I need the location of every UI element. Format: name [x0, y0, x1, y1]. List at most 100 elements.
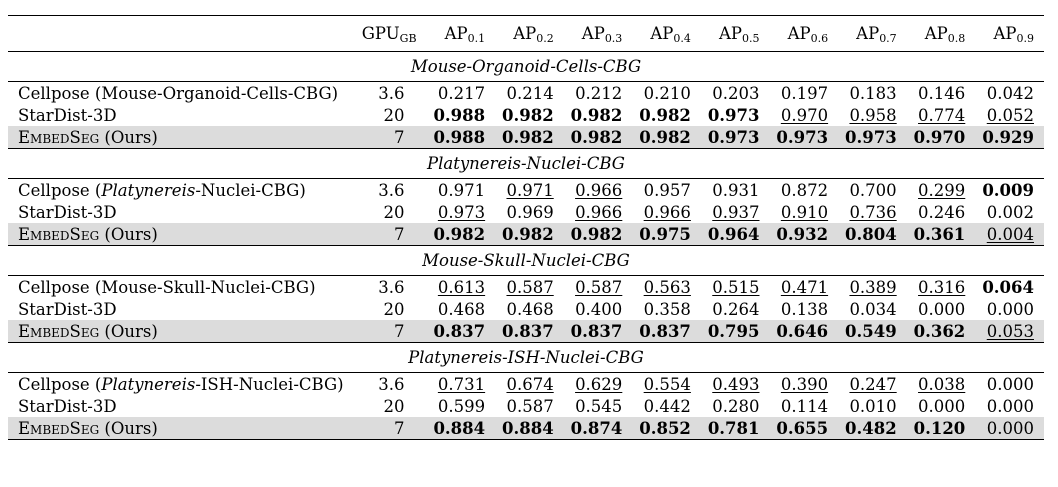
ap-value-cell: 0.563	[632, 275, 701, 298]
ap-value: 0.400	[575, 299, 623, 319]
table-row: Cellpose (Mouse-Organoid-Cells-CBG) 3.6 0.…	[8, 81, 1044, 104]
ap-value-cell: 0.837	[563, 320, 633, 343]
header-ap-threshold: 0.6	[810, 32, 829, 45]
ap-value: 0.910	[780, 202, 829, 222]
ap-value: 0.280	[712, 396, 760, 416]
method-name-part: -ISH-Nuclei-CBG)	[195, 374, 344, 394]
ap-value: 0.837	[639, 321, 691, 341]
table-row: Cellpose (Mouse-Skull-Nuclei-CBG) 3.6 0.61…	[8, 275, 1044, 298]
ap-value: 0.482	[845, 418, 897, 438]
ap-value: 0.000	[986, 418, 1034, 438]
ap-value-cell: 0.203	[700, 81, 770, 104]
header-ap-label: AP	[718, 24, 742, 43]
table-row-ours: EmbedSeg (Ours) 7 0.837 0.837 0.837 0.837 0.79…	[8, 320, 1044, 343]
ap-value: 0.837	[502, 321, 554, 341]
method-name: StarDist-3D	[8, 201, 344, 223]
ap-value: 0.120	[913, 418, 966, 438]
table-row: StarDist-3D 20 0.468 0.468 0.400 0.358 0.264 0.…	[8, 298, 1044, 320]
ap-value-cell: 0.587	[563, 275, 633, 298]
ap-value: 0.932	[776, 224, 829, 244]
header-ap-label: AP	[856, 24, 880, 43]
method-name-part: (Ours)	[99, 418, 158, 438]
method-name: StarDist-3D	[8, 104, 344, 126]
ap-value: 0.837	[570, 321, 623, 341]
ap-value-cell: 0.210	[632, 81, 701, 104]
ap-value: 0.299	[918, 180, 966, 200]
ap-value-cell: 0.064	[975, 275, 1044, 298]
dataset-section-header: Platynereis-ISH-Nuclei-CBG	[8, 342, 1044, 373]
ap-value-cell: 0.138	[770, 298, 839, 320]
ap-value-cell: 0.052	[975, 104, 1044, 126]
header-gpu-label: GPU	[361, 24, 400, 43]
ap-value: 0.053	[986, 321, 1034, 341]
ap-value-cell: 0.957	[632, 178, 701, 201]
ap-value-cell: 0.197	[769, 81, 839, 104]
ap-value-cell: 0.646	[769, 320, 839, 343]
ap-value: 0.002	[986, 202, 1034, 222]
header-ap-threshold: 0.3	[604, 32, 623, 45]
header-ap-0.3: AP0.3	[563, 15, 633, 52]
header-ap-label: AP	[993, 24, 1017, 43]
ap-value-cell: 0.804	[838, 223, 907, 246]
dataset-section-header: Mouse-Organoid-Cells-CBG	[8, 51, 1044, 82]
ap-value-cell: 0.781	[700, 417, 770, 440]
ap-value-cell: 0.000	[907, 395, 976, 417]
header-ap-label: AP	[924, 24, 948, 43]
ap-value: 0.146	[918, 83, 966, 103]
ap-value: 0.852	[639, 418, 691, 438]
ap-value-cell: 0.910	[770, 201, 839, 223]
ap-value: 0.471	[780, 277, 829, 297]
header-gpu: GPUGB	[343, 15, 427, 52]
method-name: Cellpose (Mouse-Skull-Nuclei-CBG)	[8, 275, 344, 298]
ap-value: 0.038	[918, 374, 966, 394]
ap-value: 0.982	[639, 105, 691, 125]
header-ap-threshold: 0.2	[536, 32, 554, 45]
ap-value: 0.212	[575, 83, 623, 103]
ap-value-cell: 0.988	[427, 104, 496, 126]
ap-value: 0.549	[845, 321, 897, 341]
ap-value: 0.982	[639, 127, 691, 147]
gpu-memory-value: 7	[343, 320, 427, 343]
ap-value: 0.970	[780, 105, 829, 125]
ap-value: 0.969	[506, 202, 554, 222]
ap-value-cell: 0.000	[975, 372, 1044, 395]
ap-value-cell: 0.852	[632, 417, 701, 440]
gpu-memory-value: 7	[343, 126, 427, 149]
dataset-section-header: Platynereis-Nuclei-CBG	[8, 148, 1044, 179]
ap-value-cell: 0.774	[907, 104, 976, 126]
ap-value: 0.971	[437, 180, 486, 200]
ap-value: 0.731	[437, 374, 486, 394]
ap-value: 0.052	[986, 105, 1034, 125]
method-name-part: Platynereis	[101, 374, 196, 394]
ap-value: 0.973	[707, 127, 760, 147]
ap-value: 0.389	[849, 277, 897, 297]
gpu-memory-value: 20	[383, 299, 405, 319]
ap-value-cell: 0.982	[495, 104, 564, 126]
ap-value-cell: 0.937	[701, 201, 770, 223]
ap-value: 0.958	[849, 105, 897, 125]
ap-value-cell: 0.837	[495, 320, 564, 343]
ap-value: 0.468	[437, 299, 486, 319]
ap-value: 0.982	[433, 224, 486, 244]
ap-value: 0.971	[506, 180, 554, 200]
ap-value: 0.468	[506, 299, 554, 319]
gpu-memory-value: 3.6	[343, 372, 427, 395]
ap-value: 0.973	[437, 202, 486, 222]
ap-value: 0.362	[913, 321, 966, 341]
ap-value: 0.674	[506, 374, 554, 394]
method-name-part: Cellpose (	[18, 374, 102, 394]
ap-value-cell: 0.655	[769, 417, 839, 440]
ap-value: 0.246	[918, 202, 966, 222]
ap-value: 0.587	[506, 396, 554, 416]
ap-value-cell: 0.246	[907, 201, 976, 223]
header-ap-threshold: 0.7	[879, 32, 897, 45]
ap-value-cell: 0.468	[427, 298, 496, 320]
ap-value: 0.010	[849, 396, 897, 416]
ap-value-cell: 0.053	[975, 320, 1044, 343]
ap-value-cell: 0.120	[906, 417, 976, 440]
table-row: StarDist-3D 20 0.599 0.587 0.545 0.442 0.280 0.…	[8, 395, 1044, 417]
ap-value-cell: 0.958	[838, 104, 907, 126]
dataset-section-header: Mouse-Skull-Nuclei-CBG	[8, 245, 1044, 276]
header-method-cell	[8, 15, 344, 52]
method-name: StarDist-3D	[8, 298, 344, 320]
